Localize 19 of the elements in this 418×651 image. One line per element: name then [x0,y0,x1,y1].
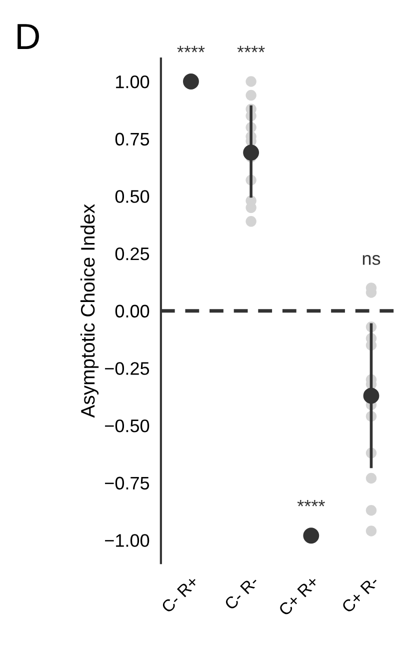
y-tick-label: −0.50 [105,419,150,432]
text: **** [237,46,265,52]
y-tick-label: −0.75 [105,476,150,490]
y-tick-label: 0.50 [115,190,150,203]
x-tick-label: C+ R+ [278,575,320,616]
x-tick-label: C+ R- [341,575,380,614]
text: **** [177,46,205,52]
y-tick-label: 0.25 [115,247,150,260]
y-tick-label: 0.75 [115,132,150,146]
x-tick-label: C- R- [224,575,260,610]
y-tick-label: −0.25 [105,362,150,375]
x-tick-label: C- R+ [160,575,200,614]
y-tick-label: −1.00 [105,534,150,547]
y-axis-title: Asymptotic Choice Index [80,204,99,418]
y-tick-label: 0.00 [115,304,150,318]
annotation: ns [362,255,380,265]
annotation: **** [297,500,325,506]
y-tick-label: 1.00 [116,75,150,88]
chart-title: D [18,24,39,49]
